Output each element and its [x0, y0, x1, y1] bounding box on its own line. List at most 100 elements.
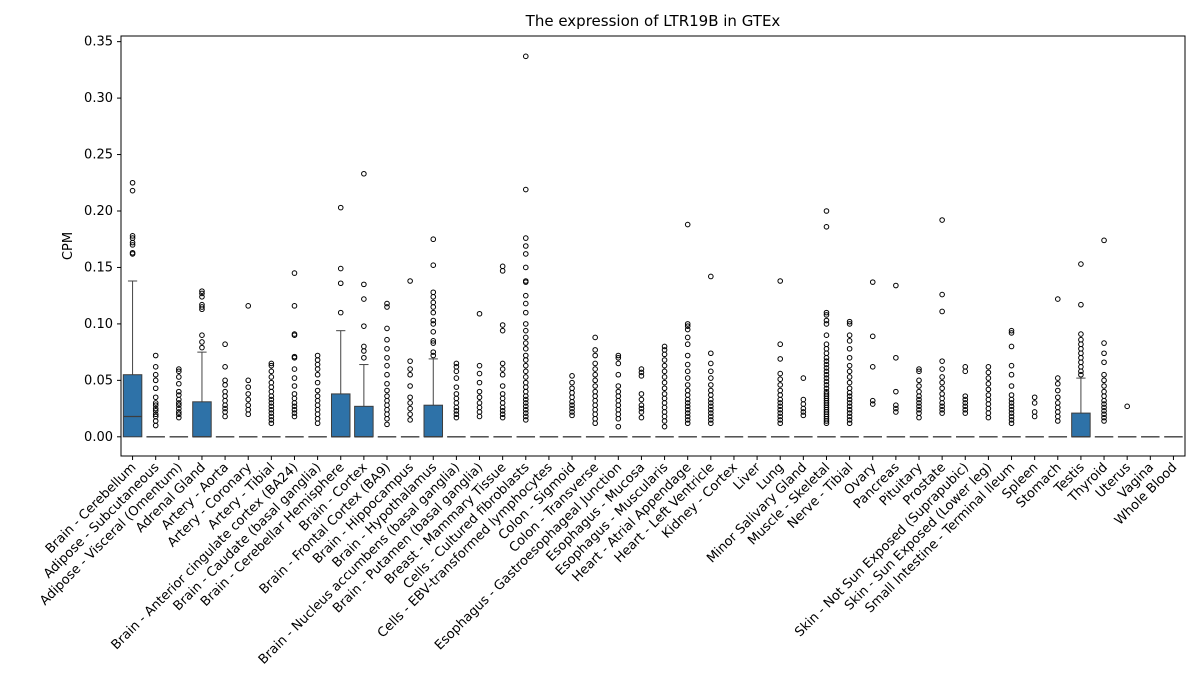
- outlier-point: [592, 420, 598, 427]
- outlier-point: [129, 249, 136, 256]
- outlier-point: [152, 400, 159, 406]
- outlier-point: [291, 375, 298, 381]
- box-group: [169, 366, 189, 438]
- outlier-point: [615, 371, 622, 378]
- outlier-point: [361, 323, 367, 329]
- outlier-point: [777, 387, 784, 394]
- outlier-point: [152, 408, 159, 414]
- outlier-point: [615, 411, 622, 418]
- outlier-point: [592, 347, 598, 353]
- box-group: [146, 352, 165, 438]
- outlier-point: [661, 409, 668, 415]
- outlier-point: [985, 414, 992, 421]
- outlier-point: [499, 411, 506, 418]
- outlier-point: [407, 371, 413, 378]
- outlier-point: [499, 414, 506, 421]
- outlier-point: [268, 417, 275, 423]
- outlier-point: [569, 394, 575, 401]
- outlier-point: [176, 414, 182, 421]
- box-group: [423, 236, 444, 438]
- outlier-point: [916, 368, 922, 375]
- outlier-point: [430, 349, 437, 355]
- outlier-point: [823, 309, 830, 316]
- outlier-point: [129, 179, 136, 186]
- outlier-point: [823, 371, 830, 378]
- outlier-point: [708, 403, 714, 410]
- box-body: [122, 374, 143, 438]
- outlier-point: [152, 385, 159, 392]
- outlier-point: [268, 362, 275, 369]
- outlier-point: [661, 374, 668, 380]
- outlier-point: [823, 361, 830, 368]
- outlier-point: [916, 396, 922, 403]
- outlier-point: [916, 393, 922, 399]
- outlier-point: [361, 348, 367, 354]
- box-body: [354, 405, 374, 438]
- outlier-point: [499, 366, 506, 372]
- outlier-point: [522, 357, 529, 363]
- outlier-point: [476, 379, 483, 386]
- outlier-point: [846, 354, 853, 361]
- outlier-point: [708, 382, 714, 388]
- outlier-point: [430, 352, 437, 359]
- outlier-point: [661, 395, 668, 402]
- outlier-point: [985, 401, 992, 407]
- outlier-point: [638, 414, 645, 421]
- outlier-point: [592, 352, 598, 359]
- outlier-point: [407, 400, 413, 406]
- outlier-point: [222, 382, 228, 388]
- outlier-point: [476, 370, 483, 377]
- outlier-point: [1054, 409, 1061, 415]
- outlier-point: [407, 417, 413, 423]
- outlier-point: [708, 392, 714, 398]
- outlier-point: [129, 187, 136, 194]
- y-axis: 0.00 0.05 0.10 0.15 0.20 0.25 0.30 0.35: [84, 35, 121, 445]
- outlier-point: [1101, 237, 1107, 244]
- outlier-point: [1124, 403, 1130, 410]
- outlier-point: [823, 382, 830, 388]
- outlier-point: [846, 379, 853, 386]
- outlier-point: [569, 409, 575, 415]
- outlier-point: [708, 413, 714, 420]
- outlier-point: [615, 406, 622, 413]
- outlier-point: [615, 388, 622, 395]
- outlier-point: [268, 396, 275, 403]
- outlier-point: [615, 402, 622, 408]
- outlier-point: [823, 365, 830, 371]
- outlier-point: [499, 395, 506, 402]
- outlier-point: [407, 383, 413, 389]
- outlier-point: [384, 371, 390, 378]
- outlier-point: [777, 392, 784, 398]
- plot-frame: [120, 35, 1186, 457]
- box-group: [238, 303, 258, 438]
- outlier-point: [268, 384, 275, 390]
- outlier-point: [222, 413, 228, 420]
- outlier-point: [176, 405, 182, 412]
- outlier-point: [384, 362, 390, 369]
- outlier-point: [1054, 394, 1061, 401]
- outlier-point: [962, 406, 969, 413]
- outlier-point: [176, 411, 182, 418]
- outlier-point: [615, 360, 622, 367]
- outlier-point: [777, 341, 784, 348]
- outlier-point: [499, 383, 506, 389]
- box-group: [932, 217, 952, 438]
- outlier-point: [291, 395, 298, 402]
- outlier-point: [846, 374, 853, 380]
- outlier-point: [962, 400, 969, 406]
- outlier-point: [453, 408, 460, 414]
- outlier-point: [522, 292, 529, 299]
- outlier-point: [684, 387, 691, 394]
- box-group: [192, 288, 212, 438]
- outlier-point: [1008, 327, 1015, 334]
- outlier-point: [1101, 383, 1107, 389]
- outlier-point: [846, 393, 853, 399]
- box-group: [1094, 237, 1114, 438]
- outlier-point: [800, 375, 807, 381]
- outlier-point: [522, 251, 529, 257]
- outlier-point: [522, 321, 529, 327]
- outlier-point: [893, 282, 899, 289]
- outlier-point: [846, 385, 853, 392]
- outlier-point: [1008, 406, 1015, 413]
- outlier-point: [407, 358, 413, 364]
